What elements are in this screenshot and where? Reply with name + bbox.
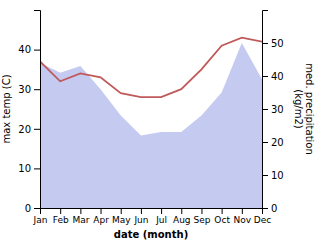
tick-mark	[34, 129, 40, 130]
tick: Jul	[155, 208, 167, 225]
tick-label: Nov	[234, 215, 252, 225]
tick-mark	[60, 208, 61, 214]
tick-mark	[262, 43, 268, 44]
tick: 50	[262, 38, 284, 49]
tick-label: Jun	[133, 215, 148, 225]
chart: JanFebMarAprMayJunJulAugSepOctNovDec0102…	[0, 0, 318, 242]
tick: Dec	[254, 208, 271, 225]
tick: 20	[262, 137, 284, 148]
tick-label: 50	[271, 38, 284, 49]
tick-label: 40	[271, 71, 284, 82]
y2-axis-title-line: (kg/m2)	[293, 89, 304, 129]
marks	[40, 38, 262, 208]
axis-line	[41, 209, 263, 215]
tick-mark	[201, 208, 202, 214]
tick: 0	[25, 203, 40, 214]
tick: Mar	[72, 208, 89, 225]
tick-mark	[34, 168, 40, 169]
tick-label: 10	[271, 170, 284, 181]
tick-label: May	[112, 215, 131, 225]
tick-label: Feb	[53, 215, 69, 225]
tick-mark	[181, 208, 182, 214]
tick-label: 40	[18, 44, 31, 55]
y2-axis-title-line: med. precipitation	[304, 63, 315, 155]
area	[40, 43, 262, 208]
tick: 30	[18, 84, 40, 95]
tick-mark	[34, 50, 40, 51]
tick: Feb	[53, 208, 69, 225]
tick: 10	[262, 170, 284, 181]
tick-label: 10	[18, 163, 31, 174]
tick-label: Sep	[193, 215, 210, 225]
tick: Jan	[33, 208, 48, 225]
tick-label: Apr	[93, 215, 109, 225]
tick: Sep	[193, 208, 210, 225]
tick-label: 0	[25, 203, 31, 214]
tick-mark	[34, 208, 40, 209]
tick-mark	[262, 142, 268, 143]
tick-mark	[101, 208, 102, 214]
tick-mark	[242, 208, 243, 214]
tick: May	[112, 208, 131, 225]
tick-label: Jul	[155, 215, 167, 225]
tick: Jun	[133, 208, 148, 225]
tick-label: 0	[271, 203, 277, 214]
tick: Aug	[173, 208, 191, 225]
tick: 40	[262, 71, 284, 82]
tick-mark	[121, 208, 122, 214]
tick-mark	[222, 208, 223, 214]
tick-mark	[262, 76, 268, 77]
tick-label: Aug	[173, 215, 191, 225]
tick-label: 30	[271, 104, 284, 115]
tick-mark	[262, 175, 268, 176]
tick: 40	[18, 44, 40, 55]
axis-line	[263, 11, 269, 209]
tick-mark	[262, 109, 268, 110]
tick-label: 20	[18, 124, 31, 135]
tick: Apr	[93, 208, 109, 225]
x-axis-title: date (month)	[114, 229, 188, 240]
tick-label: Jan	[33, 215, 48, 225]
x-axis: Jan FebMar AprMayJun Jul AugSep Oct NovDec	[33, 208, 272, 225]
tick-mark	[141, 208, 142, 214]
tick-label: 20	[271, 137, 284, 148]
tick-mark	[262, 208, 268, 209]
y-axis: 0 10 20 30 40	[18, 11, 40, 214]
tick-label: Oct	[214, 215, 230, 225]
plot: JanFebMarAprMayJunJulAugSepOctNovDec0102…	[1, 11, 315, 241]
line	[40, 38, 262, 97]
tick-label: Mar	[72, 215, 89, 225]
tick: 0	[262, 203, 277, 214]
tick-mark	[161, 208, 162, 214]
y-axis-title: max temp (C)	[1, 74, 12, 143]
tick: Nov	[234, 208, 252, 225]
tick-mark	[80, 208, 81, 214]
tick: 10	[18, 163, 40, 174]
y2-axis: 0 10 20 30 40 50	[262, 11, 284, 214]
tick: Oct	[214, 208, 230, 225]
axis-line	[34, 11, 41, 209]
tick-mark	[34, 89, 40, 90]
tick: 20	[18, 124, 40, 135]
y2-axis-title: med. precipitation(kg/m2)	[293, 63, 315, 155]
tick-label: Dec	[254, 215, 271, 225]
tick-label: 30	[18, 84, 31, 95]
tick: 30	[262, 104, 284, 115]
